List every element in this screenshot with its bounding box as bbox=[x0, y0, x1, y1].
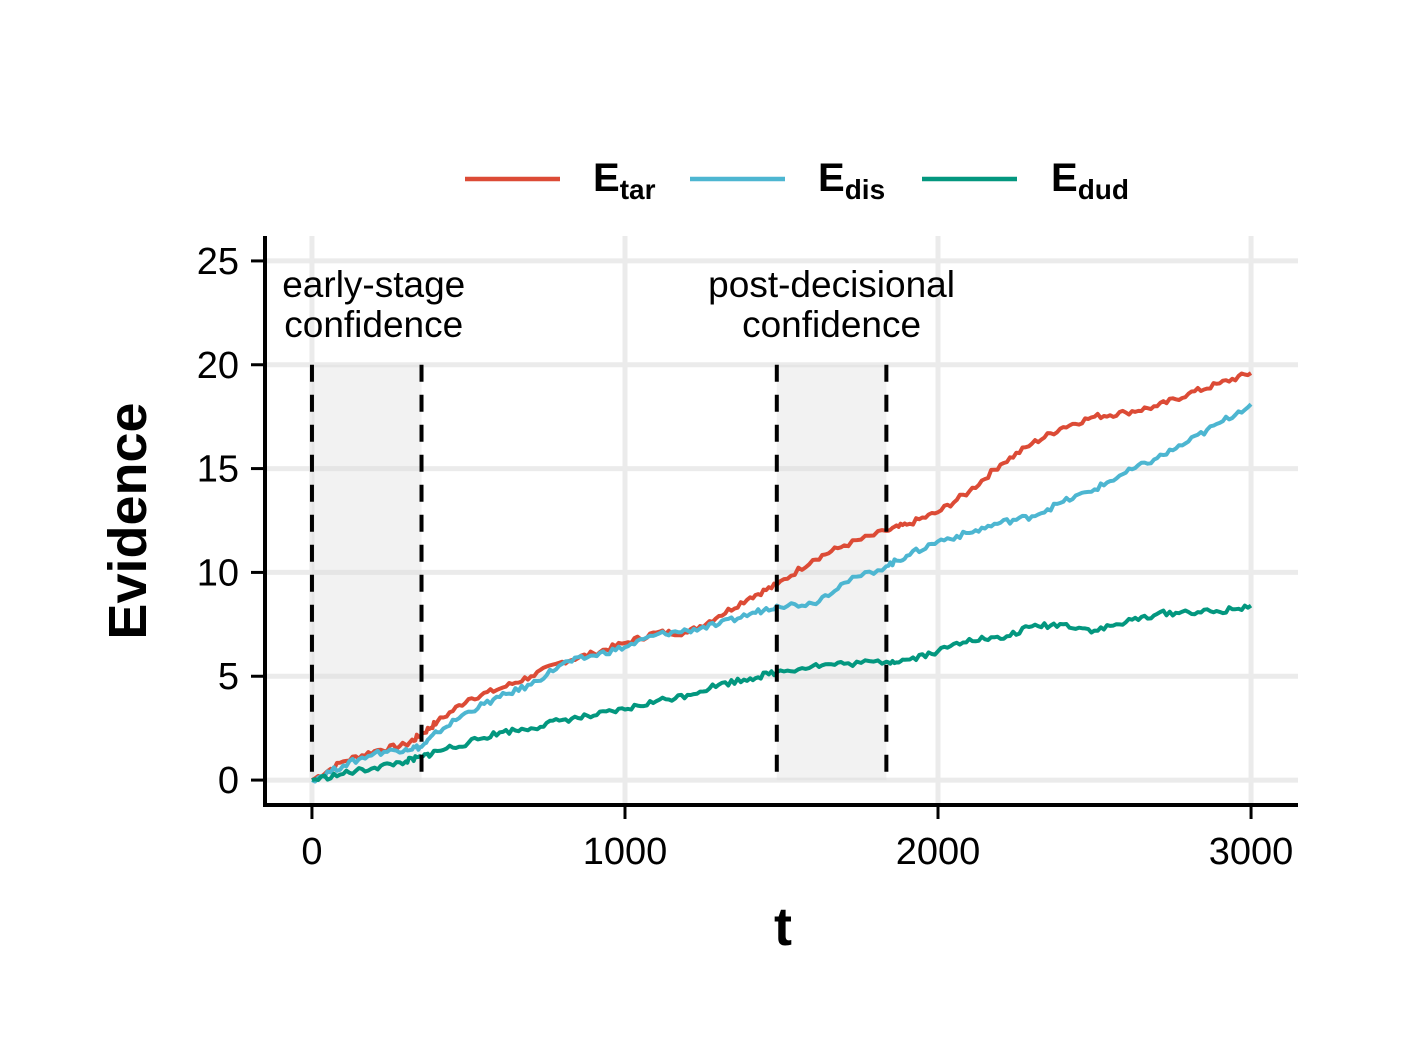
x-tick-label-2: 2000 bbox=[896, 831, 981, 873]
legend-sub-dud: dud bbox=[1078, 174, 1129, 205]
annotation-0-line-0: early-stage bbox=[282, 264, 465, 305]
x-tick-label-3: 3000 bbox=[1209, 831, 1294, 873]
annotation-0-line-1: confidence bbox=[284, 304, 463, 345]
shaded-region-0 bbox=[311, 364, 422, 781]
y-axis-title: Evidence bbox=[98, 402, 158, 639]
x-axis-title: t bbox=[774, 897, 792, 957]
dashed-vlines bbox=[309, 364, 889, 781]
y-tick-label-2: 10 bbox=[197, 552, 239, 594]
legend-sub-tar: tar bbox=[620, 174, 656, 205]
legend-sub-dis: dis bbox=[845, 174, 885, 205]
y-tick-label-5: 25 bbox=[197, 241, 239, 283]
annotation-1-line-1: confidence bbox=[742, 304, 921, 345]
series-line-dud bbox=[311, 603, 1253, 783]
annotation-1-line-0: post-decisional bbox=[708, 264, 955, 305]
y-tick-label-3: 15 bbox=[197, 449, 239, 491]
y-tick-label-0: 0 bbox=[218, 760, 239, 802]
series-line-tar bbox=[310, 371, 1253, 782]
legend-main-tar: E bbox=[593, 156, 620, 200]
annotations: early-stageconfidencepost-decisionalconf… bbox=[282, 264, 955, 345]
x-tick-label-0: 0 bbox=[301, 831, 322, 873]
x-tick-label-1: 1000 bbox=[583, 831, 668, 873]
grid bbox=[265, 236, 1298, 805]
axes: 0 5 10 15 20 25 0 1000 2000 3000 bbox=[197, 236, 1298, 873]
series-line-dis bbox=[311, 402, 1253, 784]
series-lines bbox=[310, 371, 1253, 784]
y-tick-label-4: 20 bbox=[197, 345, 239, 387]
legend-label-dud: Edud bbox=[1051, 156, 1129, 205]
legend: Etar Edis Edud bbox=[465, 156, 1129, 205]
y-tick-label-1: 5 bbox=[218, 656, 239, 698]
legend-label-dis: Edis bbox=[818, 156, 885, 205]
legend-main-dis: E bbox=[818, 156, 845, 200]
legend-label-tar: Etar bbox=[593, 156, 656, 205]
legend-main-dud: E bbox=[1051, 156, 1078, 200]
